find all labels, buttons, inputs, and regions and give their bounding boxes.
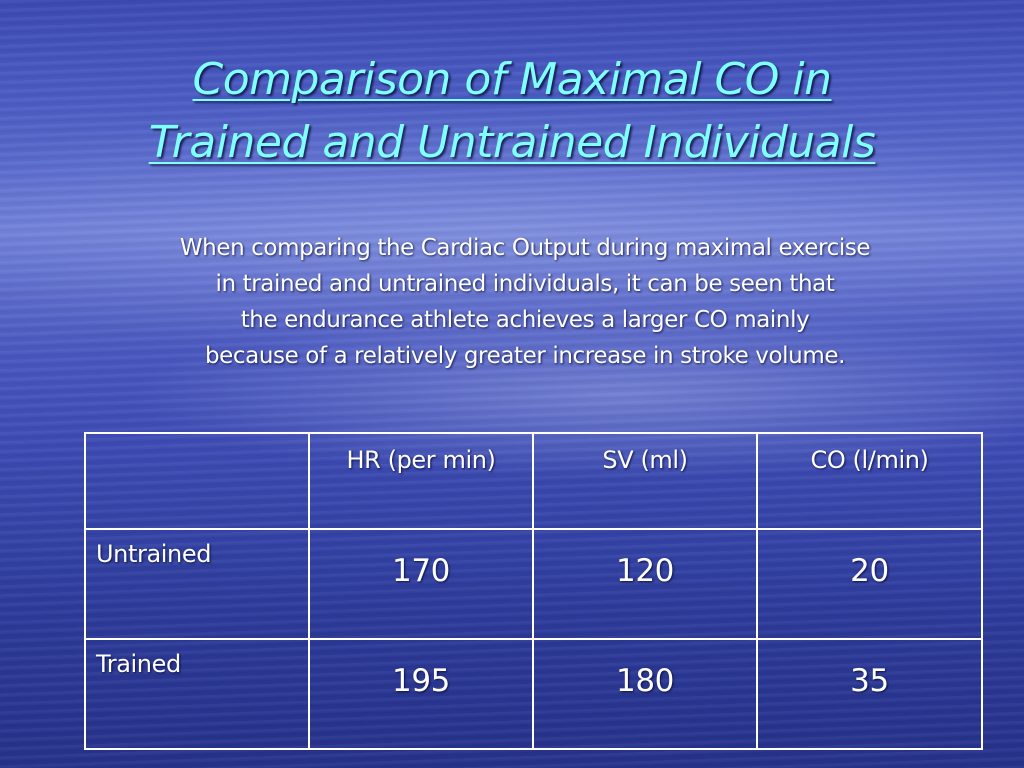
table-row: Trained 195 180 35	[84, 638, 983, 750]
row-label-trained: Trained	[84, 638, 310, 750]
body-paragraph: When comparing the Cardiac Output during…	[100, 230, 950, 374]
header-co: CO (l/min)	[756, 432, 983, 530]
body-line-4: because of a relatively greater increase…	[204, 343, 846, 369]
trained-sv: 180	[532, 638, 758, 750]
title-line-2: Trained and Untrained Individuals	[148, 117, 876, 168]
comparison-table: HR (per min) SV (ml) CO (l/min) Untraine…	[84, 432, 983, 750]
body-line-3: the endurance athlete achieves a larger …	[240, 307, 810, 333]
untrained-sv: 120	[532, 528, 758, 640]
title-line-1: Comparison of Maximal CO in	[192, 54, 832, 105]
row-label-untrained: Untrained	[84, 528, 310, 640]
header-sv: SV (ml)	[532, 432, 758, 530]
untrained-co: 20	[756, 528, 983, 640]
table-header-row: HR (per min) SV (ml) CO (l/min)	[84, 432, 983, 530]
header-hr: HR (per min)	[308, 432, 534, 530]
trained-hr: 195	[308, 638, 534, 750]
header-empty	[84, 432, 310, 530]
body-line-1: When comparing the Cardiac Output during…	[179, 235, 871, 261]
trained-co: 35	[756, 638, 983, 750]
slide-title: Comparison of Maximal CO in Trained and …	[40, 48, 984, 174]
table-row: Untrained 170 120 20	[84, 528, 983, 640]
untrained-hr: 170	[308, 528, 534, 640]
body-line-2: in trained and untrained individuals, it…	[215, 271, 835, 297]
